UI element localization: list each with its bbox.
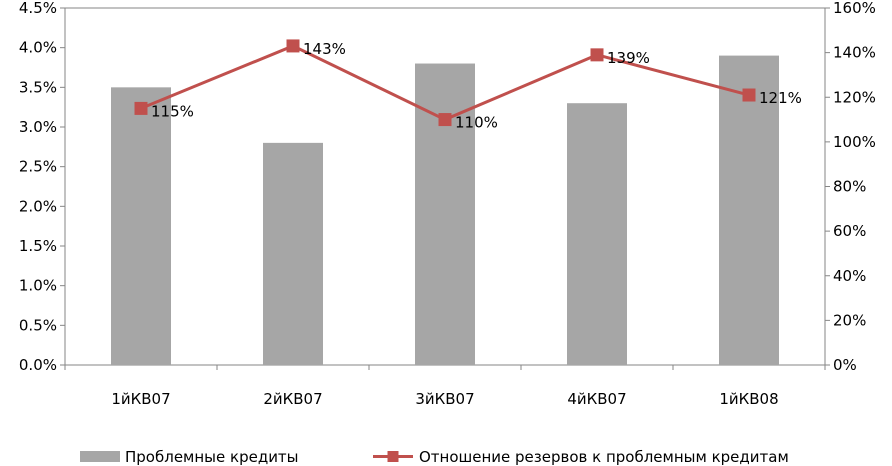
left-tick-label: 1.0% bbox=[19, 277, 57, 295]
right-tick-label: 120% bbox=[833, 88, 876, 106]
line-marker bbox=[134, 101, 148, 115]
legend-swatch-bars bbox=[80, 451, 120, 462]
data-label: 139% bbox=[607, 49, 650, 67]
right-tick-label: 60% bbox=[833, 222, 866, 240]
left-tick-label: 1.5% bbox=[19, 237, 57, 255]
x-axis: 1йКВ07 2йКВ07 3йКВ07 4йКВ07 1йКВ08 bbox=[64, 365, 826, 408]
line-marker bbox=[590, 48, 604, 62]
left-tick-label: 3.0% bbox=[19, 118, 57, 136]
bar bbox=[263, 142, 323, 365]
data-label: 143% bbox=[303, 40, 346, 58]
line-series: 115% 143% 110% 139% 121% bbox=[134, 39, 802, 132]
right-tick-label: 80% bbox=[833, 178, 866, 196]
legend-label-line: Отношение резервов к проблемным кредитам bbox=[419, 448, 789, 466]
bar bbox=[567, 103, 627, 365]
right-tick-label: 40% bbox=[833, 267, 866, 285]
right-axis: 0% 20% 40% 60% 80% 100% 120% 140% 160% bbox=[825, 0, 876, 374]
legend: Проблемные кредиты Отношение резервов к … bbox=[80, 448, 789, 466]
right-tick-label: 20% bbox=[833, 311, 866, 329]
right-tick-label: 0% bbox=[833, 356, 857, 374]
left-tick-label: 4.5% bbox=[19, 0, 57, 17]
right-tick-label: 140% bbox=[833, 44, 876, 62]
left-tick-label: 2.5% bbox=[19, 158, 57, 176]
x-tick-label: 3йКВ07 bbox=[415, 390, 474, 408]
x-tick-label: 2йКВ07 bbox=[263, 390, 322, 408]
legend-swatch-marker bbox=[387, 451, 399, 462]
left-axis: 0.0% 0.5% 1.0% 1.5% 2.0% 2.5% 3.0% 3.5% 4.0% 4.5% bbox=[19, 0, 65, 374]
line-marker bbox=[742, 88, 756, 102]
data-label: 115% bbox=[151, 102, 194, 120]
data-label: 110% bbox=[455, 114, 498, 132]
line-marker bbox=[438, 113, 452, 127]
x-tick-label: 4йКВ07 bbox=[567, 390, 626, 408]
left-tick-label: 2.0% bbox=[19, 197, 57, 215]
data-label: 121% bbox=[759, 89, 802, 107]
bar bbox=[111, 87, 171, 365]
legend-label-bars: Проблемные кредиты bbox=[125, 448, 299, 466]
right-tick-label: 100% bbox=[833, 133, 876, 151]
x-tick-label: 1йКВ08 bbox=[719, 390, 778, 408]
bar bbox=[719, 55, 779, 365]
left-tick-label: 0.0% bbox=[19, 356, 57, 374]
left-tick-label: 0.5% bbox=[19, 316, 57, 334]
left-tick-label: 4.0% bbox=[19, 39, 57, 57]
right-tick-label: 160% bbox=[833, 0, 876, 17]
left-tick-label: 3.5% bbox=[19, 78, 57, 96]
x-tick-label: 1йКВ07 bbox=[111, 390, 170, 408]
line-marker bbox=[286, 39, 300, 53]
